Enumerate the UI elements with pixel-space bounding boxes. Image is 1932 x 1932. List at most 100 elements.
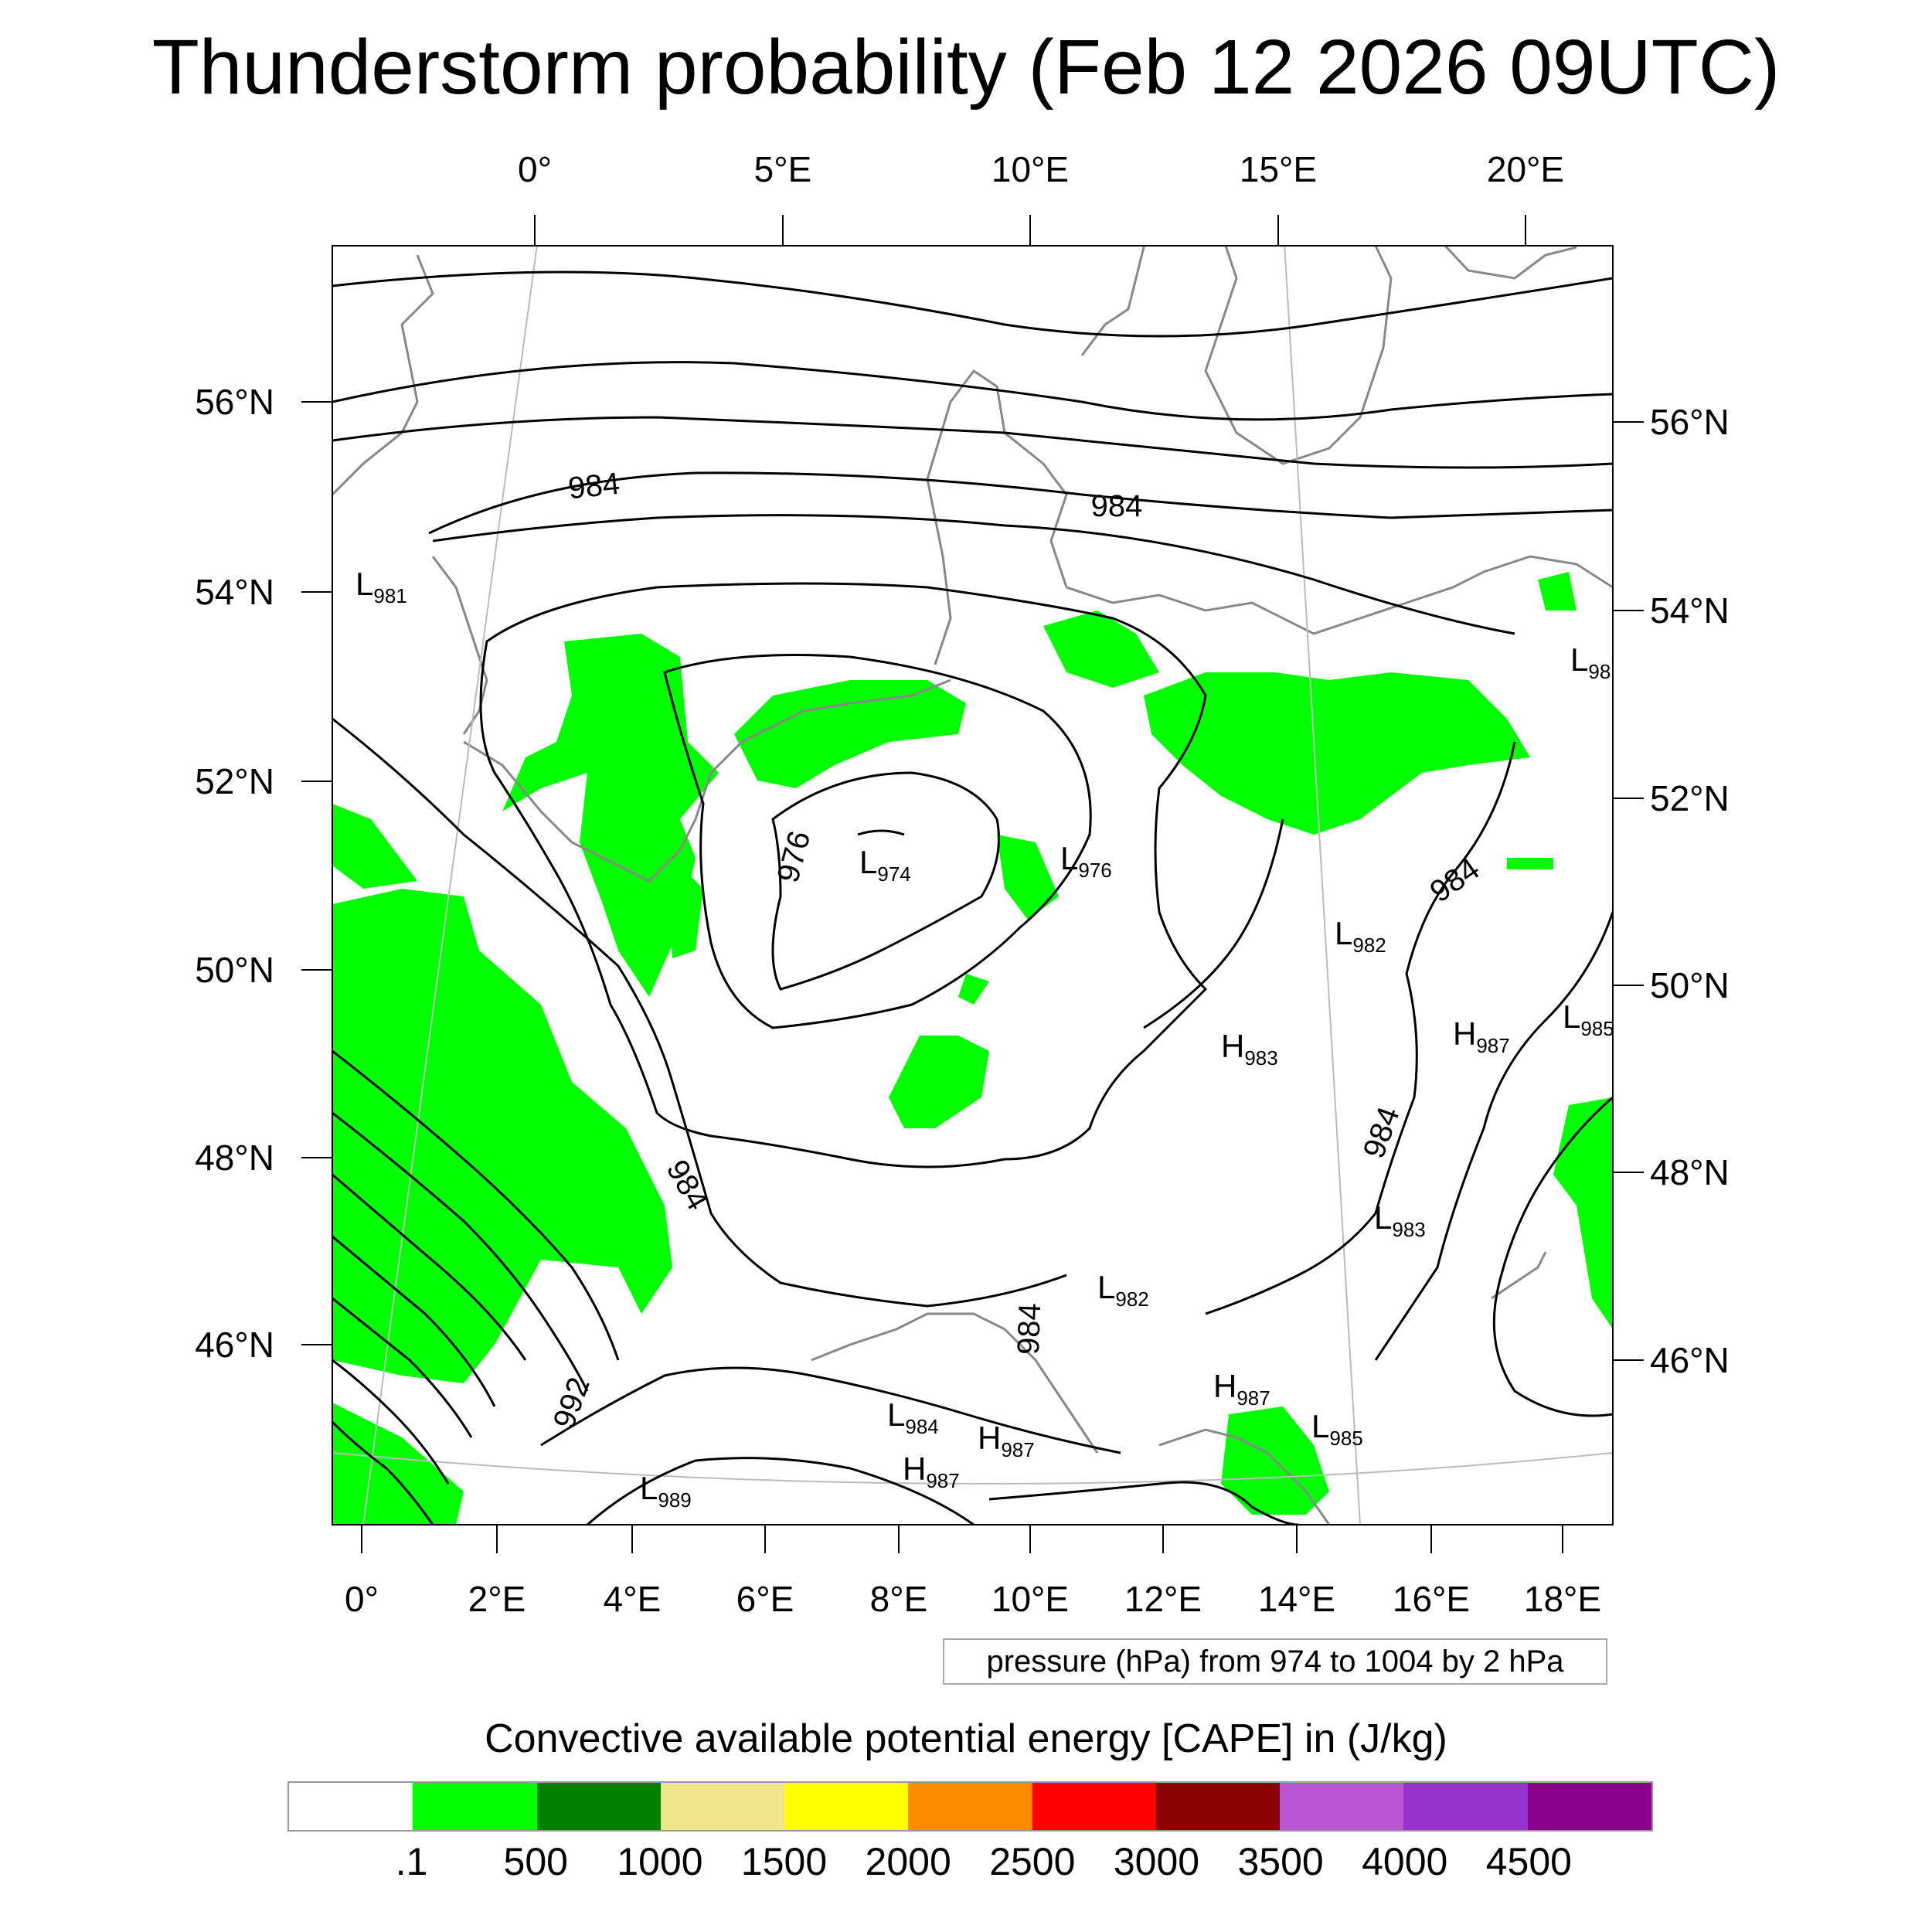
coastline-sweden [1080, 246, 1393, 465]
contour-label: 992 [547, 1373, 597, 1434]
isobar-south-3 [988, 1481, 1299, 1525]
colorbar-swatch [289, 1783, 413, 1830]
contour-label: 976 [771, 828, 818, 886]
colorbar-label: 1000 [617, 1840, 703, 1883]
center-value: 987 [1476, 1034, 1509, 1057]
pressure-centers: L981 L974 L976 L982 H983 H987 L985 L98 L… [355, 566, 1614, 1512]
contour-label: 984 [1012, 1302, 1047, 1355]
map-frame [332, 245, 1614, 1526]
bottom-ticks [361, 1525, 1563, 1553]
right-lat-label: 54°N [1650, 590, 1730, 631]
center-type: L [355, 566, 373, 602]
center-value: 976 [1078, 859, 1111, 882]
center-type: H [903, 1451, 926, 1487]
isobar-east-1 [1143, 818, 1284, 1029]
colorbar-swatch [536, 1783, 661, 1830]
right-lat-label: 46°N [1650, 1340, 1730, 1380]
bottom-lon-label: 0° [345, 1579, 379, 1619]
bottom-lon-label: 10°E [992, 1579, 1069, 1619]
center-value: 983 [1244, 1046, 1277, 1070]
cape-area-germany-north [734, 680, 966, 788]
isobar-inner-1 [663, 654, 1092, 1029]
bottom-lon-label: 6°E [736, 1579, 794, 1619]
isobar-974 [857, 829, 905, 836]
right-lat-label: 52°N [1650, 778, 1730, 818]
center-type: L [1563, 998, 1580, 1035]
cape-areas [332, 572, 1613, 1525]
top-lon-label: 0° [518, 149, 552, 189]
top-lon-label: 10°E [992, 149, 1069, 189]
colorbar-swatch [784, 1783, 909, 1830]
colorbar-label: 4000 [1362, 1840, 1448, 1883]
left-lat-labels: 56°N 54°N 52°N 50°N 48°N 46°N [195, 382, 274, 1365]
pressure-note: pressure (hPa) from 974 to 1004 by 2 hPa [943, 1638, 1607, 1685]
meridian-15e [1284, 246, 1361, 1525]
cape-area-west-band [332, 889, 672, 1383]
contour-label: 984 [566, 467, 621, 506]
pressure-center: H987 [1213, 1368, 1270, 1410]
colorbar-swatch [908, 1783, 1032, 1830]
pressure-center: L989 [640, 1470, 692, 1512]
center-value: 987 [926, 1469, 959, 1492]
contour-label: 984 [1091, 489, 1143, 523]
isobar-north-4 [428, 471, 1613, 535]
meridian-0 [362, 246, 538, 1525]
pressure-center: H987 [1453, 1015, 1510, 1057]
isobar-sw-1 [332, 1049, 620, 1361]
left-lat-label: 48°N [195, 1138, 274, 1178]
bottom-lon-label: 4°E [604, 1579, 662, 1619]
cape-area-denmark-south [1043, 611, 1159, 688]
colorbar-label: 1500 [740, 1840, 828, 1883]
isobar-north-2 [332, 361, 1613, 421]
colorbar [287, 1781, 1653, 1832]
center-value: 987 [1001, 1438, 1034, 1461]
coastline-adriatic [811, 1312, 1099, 1454]
coastline-denmark [926, 369, 1068, 665]
colorbar-label: 3500 [1237, 1840, 1324, 1883]
map-title: Thunderstorm probability (Feb 12 2026 09… [151, 24, 1781, 111]
left-lat-label: 52°N [195, 761, 274, 801]
pressure-center: L982 [1097, 1269, 1149, 1311]
center-type: L [640, 1470, 658, 1506]
isobar-sw-5 [332, 1297, 473, 1438]
contour-label: 984 [660, 1155, 715, 1216]
left-lat-label: 54°N [195, 572, 274, 612]
bottom-lon-label: 8°E [870, 1579, 928, 1619]
left-lat-label: 50°N [195, 950, 274, 990]
pressure-center: H987 [978, 1420, 1035, 1461]
right-lat-label: 56°N [1650, 402, 1730, 442]
isobar-north-1 [332, 270, 1613, 338]
isobar-sw-6 [332, 1359, 450, 1485]
top-lon-label: 5°E [754, 149, 812, 189]
isobar-984-outer [479, 582, 1208, 1168]
isobars [332, 270, 1613, 1525]
cape-area-central-germany [889, 1036, 989, 1128]
bottom-lon-label: 2°E [468, 1579, 526, 1619]
center-type: H [1221, 1028, 1244, 1064]
colorbar-swatch [1280, 1783, 1404, 1830]
isobar-east-984 [1205, 741, 1516, 1315]
colorbar-label: 4500 [1485, 1840, 1572, 1883]
pressure-center: L983 [1374, 1199, 1426, 1241]
isobar-984-west [332, 717, 1067, 1308]
center-type: L [887, 1396, 905, 1433]
pressure-center: L976 [1060, 840, 1112, 882]
center-type: H [1213, 1368, 1236, 1404]
center-value: 985 [1329, 1427, 1362, 1450]
colorbar-swatch [1403, 1783, 1528, 1830]
coastline-italy-north [1158, 1428, 1331, 1525]
colorbar-swatch [1527, 1783, 1651, 1830]
right-lat-label: 48°N [1650, 1152, 1730, 1192]
pressure-center: H983 [1221, 1028, 1278, 1070]
center-value: 98 [1588, 660, 1611, 683]
coastline-north [1444, 246, 1577, 280]
colorbar-label: 3000 [1113, 1840, 1200, 1883]
parallel-45n [332, 1452, 1613, 1485]
bottom-lon-labels: 0° 2°E 4°E 6°E 8°E 10°E 12°E 14°E 16°E 1… [345, 1579, 1601, 1619]
center-type: L [859, 844, 877, 880]
right-lat-label: 50°N [1650, 965, 1730, 1005]
pressure-center: L974 [859, 844, 911, 886]
center-value: 974 [877, 862, 910, 886]
pressure-center: H987 [903, 1451, 960, 1492]
